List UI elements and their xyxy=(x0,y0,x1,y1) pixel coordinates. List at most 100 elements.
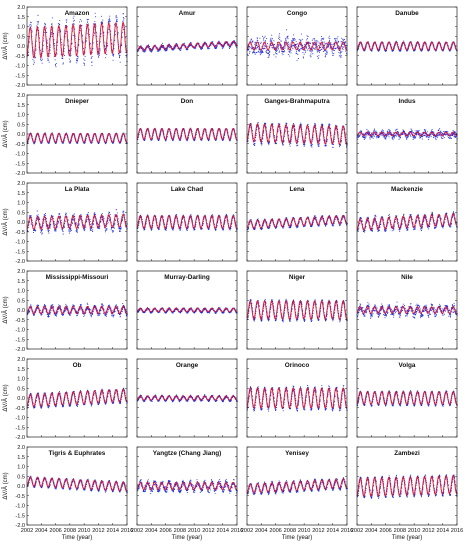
panel-title: Orange xyxy=(176,362,199,369)
y-tick-label: 1.5 xyxy=(17,15,25,21)
y-tick-label: 1.0 xyxy=(17,377,25,383)
x-tick-label: 2014 xyxy=(436,528,448,534)
y-tick-label: 1.0 xyxy=(17,465,25,471)
y-tick-label: 0.5 xyxy=(17,298,25,304)
y-tick-label: 0.0 xyxy=(17,220,25,226)
y-tick-label: -1.0 xyxy=(15,504,25,510)
observed-points xyxy=(27,208,128,235)
panel-title: Niger xyxy=(289,274,306,281)
x-tick-label: 2010 xyxy=(188,528,200,534)
x-tick-label: 2010 xyxy=(298,528,310,534)
x-axis-label: Time (year) xyxy=(172,535,202,541)
x-tick-label: 2004 xyxy=(35,528,47,534)
panel-frame xyxy=(136,358,238,438)
panel-lake-chad: Lake Chad xyxy=(136,182,238,262)
y-tick-label: -0.5 xyxy=(15,494,25,500)
observed-series xyxy=(27,387,128,409)
x-tick-label: 2002 xyxy=(21,528,33,534)
panel-ob: Ob 2.0 1.5 1.0 0.5 0.0 -0.5 -1.0 -1.5 -2.0 ΔV/Â (… xyxy=(2,357,128,441)
observed-points xyxy=(357,474,458,499)
panel-frame xyxy=(136,182,238,262)
panel-frame xyxy=(356,182,458,262)
x-tick-label: 2010 xyxy=(78,528,90,534)
observed-points xyxy=(27,387,128,409)
fitted-series xyxy=(356,41,458,51)
fitted-series xyxy=(356,391,458,405)
panel-zambezi: Zambezi 2002 2004 2006 2008 2010 2012 2014 2016 T… xyxy=(351,446,463,541)
panel-yenisey: Yenisey 2002 2004 2006 2008 2010 2012 2014 2016 T… xyxy=(241,446,353,541)
x-tick-label: 2016 xyxy=(121,528,133,534)
fitted-series xyxy=(26,388,128,408)
x-tick-label: 2014 xyxy=(106,528,118,534)
panel-title: La Plata xyxy=(65,186,90,193)
y-axis-label: ΔV/Â (cm) xyxy=(2,472,9,499)
x-tick-label: 2008 xyxy=(64,528,76,534)
panel-frame xyxy=(246,270,348,350)
observed-points xyxy=(27,302,128,318)
observed-points xyxy=(27,12,128,68)
x-tick-label: 2012 xyxy=(202,528,214,534)
panel-yangtze-chang-jiang-: Yangtze (Chang Jiang)2002 2004 2006 2008 201… xyxy=(131,446,243,541)
panel-title: Lake Chad xyxy=(171,186,203,193)
panel-frame xyxy=(26,94,128,174)
panel-niger: Niger xyxy=(246,270,348,350)
panel-frame xyxy=(356,446,458,526)
x-tick-label: 2014 xyxy=(216,528,228,534)
observed-series xyxy=(357,301,458,319)
y-tick-label: 2.0 xyxy=(17,269,25,275)
x-axis-label: Time (year) xyxy=(62,535,92,541)
observed-points xyxy=(357,211,458,233)
x-tick-label: 2002 xyxy=(351,528,363,534)
fitted-series xyxy=(246,300,348,320)
panel-orinoco: Orinoco xyxy=(246,358,348,438)
y-tick-label: 0.0 xyxy=(17,308,25,314)
x-tick-label: 2014 xyxy=(326,528,338,534)
y-tick-label: -2.0 xyxy=(15,347,25,353)
fitted-series xyxy=(136,307,238,313)
panel-title: Orinoco xyxy=(285,362,310,369)
x-tick-label: 2002 xyxy=(131,528,143,534)
observed-series xyxy=(357,211,458,233)
panel-title: Tigris & Euphrates xyxy=(49,450,106,457)
y-tick-label: 2.0 xyxy=(17,5,25,11)
y-tick-label: 1.5 xyxy=(17,367,25,373)
panel-title: Lena xyxy=(290,186,305,193)
panel-dnieper: Dnieper 2.0 1.5 1.0 0.5 0.0 -0.5 -1.0 -1.5 -2.0 ΔV… xyxy=(2,93,128,177)
panel-title: Dnieper xyxy=(65,98,89,105)
panel-title: Amazon xyxy=(65,10,90,17)
y-tick-label: 1.0 xyxy=(17,113,25,119)
x-tick-label: 2006 xyxy=(159,528,171,534)
fitted-series xyxy=(136,215,238,229)
fitted-series xyxy=(246,41,348,51)
y-tick-label: 1.5 xyxy=(17,455,25,461)
panel-danube: Danube xyxy=(356,6,458,86)
y-axis-label: ΔV/Â (cm) xyxy=(2,32,9,59)
y-tick-label: 2.0 xyxy=(17,93,25,99)
y-tick-label: -2.0 xyxy=(15,523,25,529)
panel-mississippi-missouri: Mississippi-Missouri 2.0 1.5 1.0 0.5 0.0 -0.5 -… xyxy=(2,269,128,353)
observed-series xyxy=(247,214,348,231)
x-tick-label: 2016 xyxy=(231,528,243,534)
observed-series xyxy=(27,302,128,318)
x-tick-label: 2004 xyxy=(145,528,157,534)
y-tick-label: 2.0 xyxy=(17,445,25,451)
y-tick-label: -1.0 xyxy=(15,416,25,422)
x-tick-label: 2008 xyxy=(174,528,186,534)
fitted-series xyxy=(26,305,128,315)
panel-mackenzie: Mackenzie xyxy=(356,182,458,262)
y-tick-label: -0.5 xyxy=(15,54,25,60)
y-axis-label: ΔV/Â (cm) xyxy=(2,296,9,323)
y-tick-label: 0.5 xyxy=(17,34,25,40)
panel-title: Mackenzie xyxy=(391,186,423,193)
y-tick-label: 0.5 xyxy=(17,210,25,216)
x-axis-label: Time (year) xyxy=(282,535,312,541)
panel-title: Zambezi xyxy=(394,450,420,457)
observed-series xyxy=(357,474,458,499)
x-tick-label: 2016 xyxy=(341,528,353,534)
y-tick-label: -2.0 xyxy=(15,259,25,265)
panel-frame xyxy=(26,182,128,262)
panel-frame xyxy=(136,270,238,350)
panel-title: Amur xyxy=(179,10,196,17)
fitted-series xyxy=(136,128,238,140)
panel-frame xyxy=(246,358,348,438)
